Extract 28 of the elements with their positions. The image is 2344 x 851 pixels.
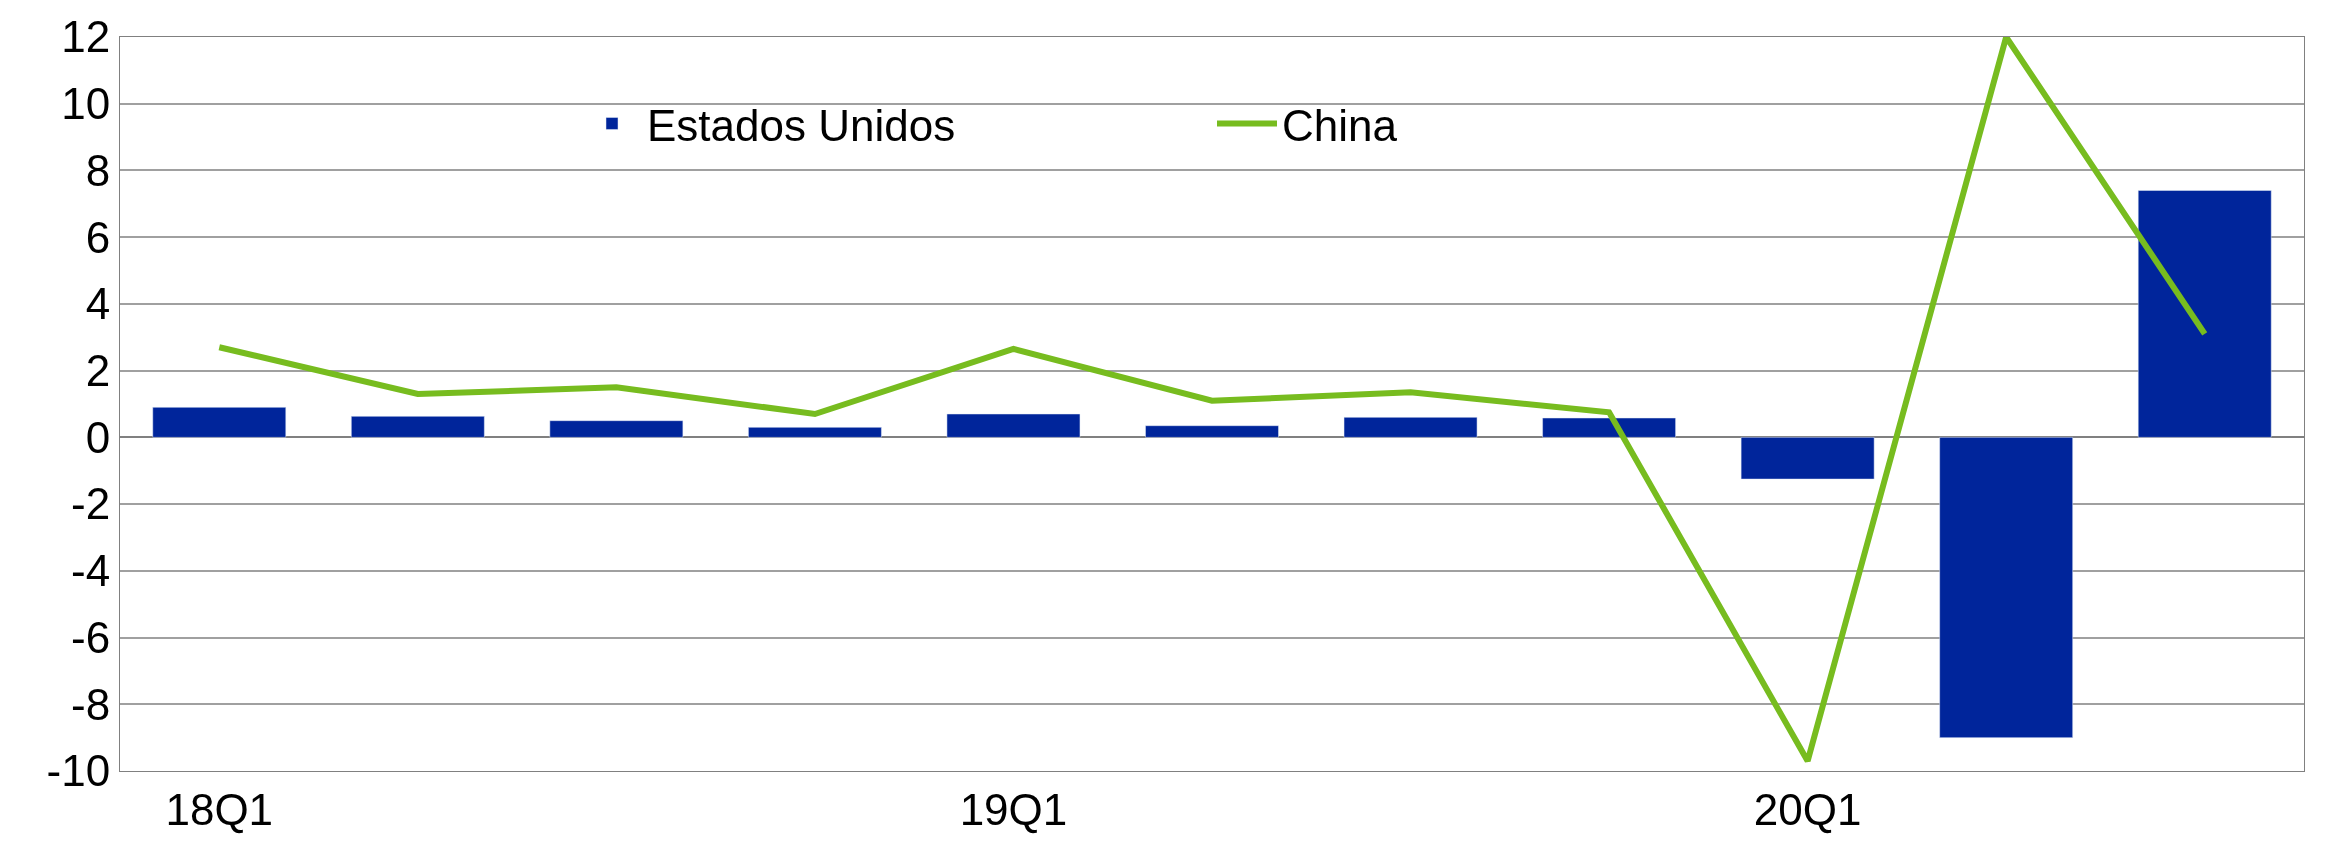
x-tick-label: 19Q1 — [959, 784, 1068, 834]
bar — [1939, 437, 2073, 738]
y-tick-label: -8 — [71, 679, 111, 729]
bar — [549, 420, 684, 438]
x-tick-label: 18Q1 — [165, 784, 274, 834]
bar — [152, 407, 287, 438]
legend-label: Estados Unidos — [647, 100, 956, 150]
bar — [748, 427, 882, 438]
y-tick-label: -10 — [46, 746, 111, 796]
y-tick-label: 10 — [61, 79, 111, 129]
y-tick-label: 2 — [85, 346, 111, 396]
y-tick-label: 0 — [85, 412, 111, 462]
bar — [2137, 190, 2272, 438]
x-tick-label: 20Q1 — [1753, 784, 1862, 834]
y-tick-label: 8 — [85, 145, 111, 195]
legend-label: China — [1282, 100, 1398, 150]
bar — [1145, 425, 1279, 438]
y-tick-label: -2 — [71, 479, 111, 529]
y-tick-label: 4 — [85, 279, 111, 329]
y-tick-label: -4 — [71, 546, 111, 596]
y-tick-label: 6 — [85, 212, 111, 262]
bar — [1740, 437, 1875, 480]
bar — [946, 413, 1081, 438]
bar — [1542, 417, 1676, 438]
y-tick-label: -6 — [71, 612, 111, 662]
y-tick-label: 12 — [61, 12, 111, 62]
bar — [351, 416, 485, 438]
bar — [1343, 417, 1478, 438]
